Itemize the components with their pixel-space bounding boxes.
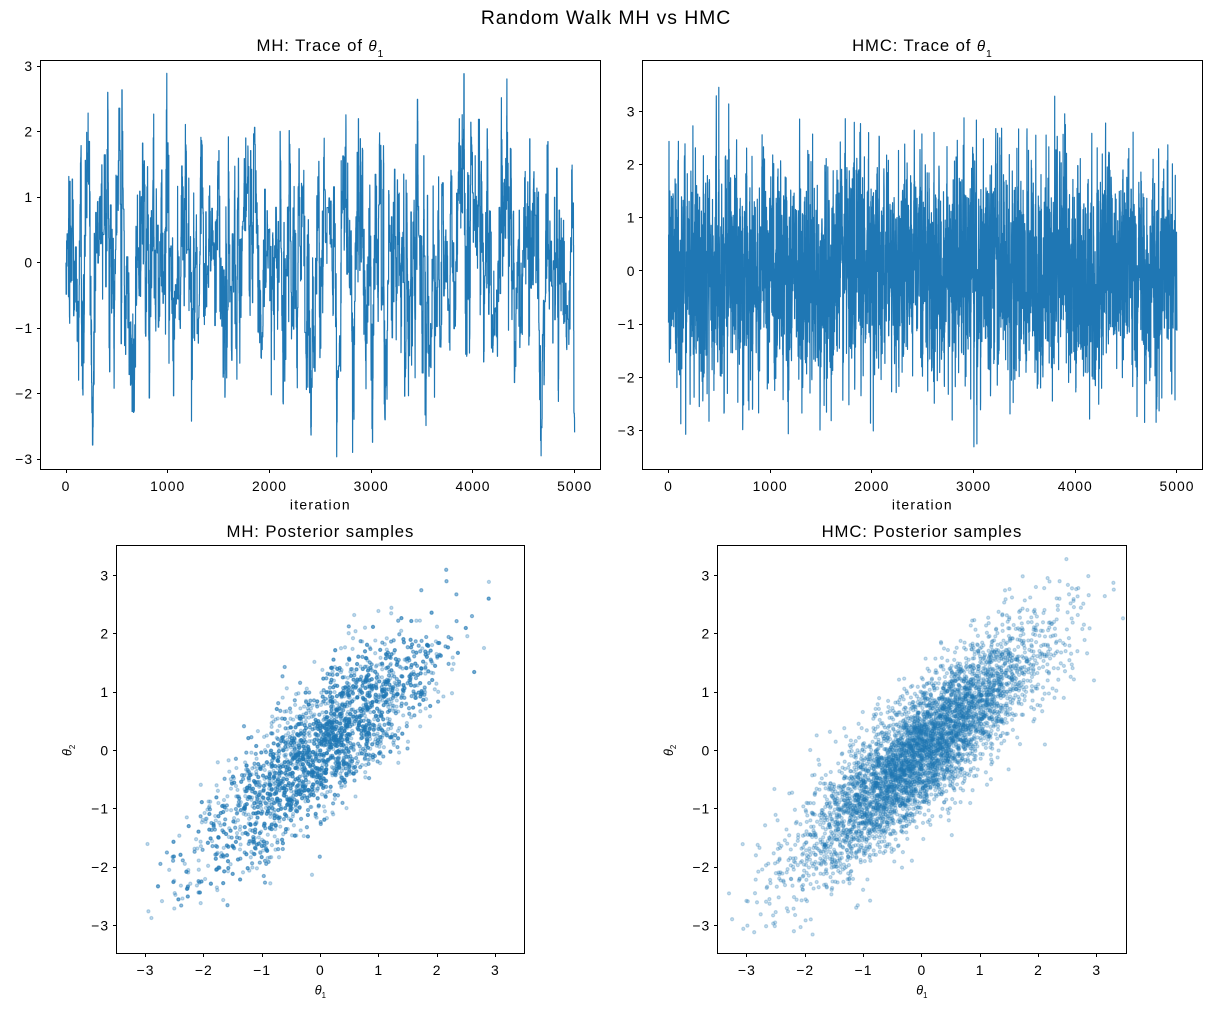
- svg-text:−2: −2: [796, 962, 814, 978]
- svg-text:0: 0: [62, 478, 71, 494]
- svg-text:1000: 1000: [150, 478, 185, 494]
- svg-text:HMC: Posterior samples: HMC: Posterior samples: [822, 522, 1023, 541]
- svg-text:iteration: iteration: [892, 497, 953, 513]
- svg-text:1: 1: [24, 189, 33, 205]
- svg-text:0: 0: [627, 263, 636, 279]
- svg-text:−1: −1: [692, 801, 710, 817]
- svg-text:−3: −3: [692, 917, 710, 933]
- svg-text:MH: Posterior samples: MH: Posterior samples: [227, 522, 415, 541]
- svg-text:4000: 4000: [1058, 478, 1093, 494]
- svg-text:1: 1: [374, 962, 383, 978]
- svg-text:−3: −3: [738, 962, 756, 978]
- svg-text:2000: 2000: [854, 478, 889, 494]
- svg-text:−1: −1: [91, 801, 109, 817]
- svg-text:1: 1: [627, 210, 636, 226]
- svg-text:θ2: θ2: [61, 745, 77, 756]
- svg-text:−2: −2: [15, 386, 33, 402]
- svg-text:0: 0: [918, 962, 927, 978]
- svg-text:3000: 3000: [354, 478, 389, 494]
- svg-text:3: 3: [24, 58, 33, 74]
- svg-text:2: 2: [1034, 962, 1043, 978]
- svg-text:3: 3: [100, 567, 109, 583]
- svg-text:−2: −2: [195, 962, 213, 978]
- svg-text:2: 2: [627, 157, 636, 173]
- svg-text:5000: 5000: [1159, 478, 1194, 494]
- svg-text:0: 0: [100, 742, 109, 758]
- svg-text:5000: 5000: [557, 478, 592, 494]
- svg-text:2: 2: [100, 626, 109, 642]
- svg-text:−2: −2: [692, 859, 710, 875]
- svg-text:1000: 1000: [753, 478, 788, 494]
- svg-text:−3: −3: [91, 917, 109, 933]
- svg-text:iteration: iteration: [290, 497, 351, 513]
- svg-text:−1: −1: [253, 962, 271, 978]
- svg-text:3: 3: [491, 962, 500, 978]
- svg-text:3: 3: [702, 567, 711, 583]
- svg-text:3000: 3000: [956, 478, 991, 494]
- svg-text:1: 1: [100, 684, 109, 700]
- svg-text:2: 2: [702, 626, 711, 642]
- svg-text:3: 3: [1092, 962, 1101, 978]
- svg-text:θ1: θ1: [315, 984, 326, 1000]
- svg-text:θ1: θ1: [916, 984, 927, 1000]
- svg-text:−2: −2: [91, 859, 109, 875]
- svg-text:0: 0: [702, 742, 711, 758]
- svg-text:−3: −3: [618, 423, 636, 439]
- svg-text:−1: −1: [855, 962, 873, 978]
- svg-text:−3: −3: [137, 962, 155, 978]
- svg-text:0: 0: [316, 962, 325, 978]
- svg-text:4000: 4000: [455, 478, 490, 494]
- svg-text:3: 3: [627, 103, 636, 119]
- svg-text:2: 2: [433, 962, 442, 978]
- svg-text:−3: −3: [15, 451, 33, 467]
- svg-text:−1: −1: [15, 320, 33, 336]
- svg-text:−2: −2: [618, 369, 636, 385]
- svg-text:1: 1: [702, 684, 711, 700]
- svg-text:1: 1: [976, 962, 985, 978]
- svg-text:−1: −1: [618, 316, 636, 332]
- svg-text:2: 2: [24, 124, 33, 140]
- svg-text:0: 0: [664, 478, 673, 494]
- svg-text:0: 0: [24, 255, 33, 271]
- svg-text:2000: 2000: [252, 478, 287, 494]
- svg-text:θ2: θ2: [662, 745, 678, 756]
- svg-text:Random Walk MH vs HMC: Random Walk MH vs HMC: [481, 7, 731, 29]
